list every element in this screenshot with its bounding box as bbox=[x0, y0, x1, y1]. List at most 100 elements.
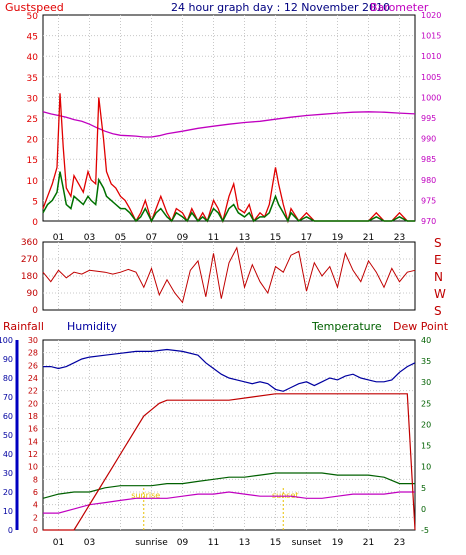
hour-tick-label: 09 bbox=[177, 233, 189, 243]
sun-marker-label: sunset bbox=[272, 491, 299, 500]
barometer-tick-label: 970 bbox=[421, 217, 436, 226]
rainfall-tick-label: 20 bbox=[28, 399, 38, 408]
barometer-axis-ticks: 970 975 980 985 990 995 1000 1005 1010 1015 1020 bbox=[421, 11, 441, 226]
rainfall-tick-label: 14 bbox=[28, 437, 38, 446]
hour-tick-label: 03 bbox=[84, 233, 95, 243]
hour-tick-label: 09 bbox=[177, 538, 189, 548]
gust-tick-label: 20 bbox=[27, 136, 39, 146]
gust-axis-ticks: 0 5 10 15 20 25 30 35 40 45 50 bbox=[27, 12, 39, 228]
humidity-axis-ticks: 0 10 20 30 40 50 60 70 80 90 100 bbox=[0, 336, 13, 535]
barometer-tick-label: 975 bbox=[421, 196, 436, 205]
wind-direction-line bbox=[42, 246, 416, 304]
barometer-tick-label: 1005 bbox=[421, 73, 441, 82]
compass-letter: E bbox=[434, 253, 442, 267]
direction-tick-label: 360 bbox=[21, 238, 38, 248]
compass-letter: N bbox=[434, 270, 443, 284]
humidity-tick-label: 0 bbox=[8, 526, 13, 535]
rainfall-tick-label: 6 bbox=[33, 488, 38, 497]
hour-tick-label: 21 bbox=[363, 538, 374, 548]
temperature-tick-label: 10 bbox=[421, 463, 431, 472]
panel-frame bbox=[42, 339, 416, 531]
humidity-tick-label: 30 bbox=[3, 469, 13, 478]
temperature-axis-ticks: -5 0 5 10 15 20 25 30 35 40 bbox=[421, 336, 431, 535]
gust-tick-label: 5 bbox=[32, 197, 38, 207]
gust-tick-label: 10 bbox=[27, 177, 39, 187]
humidity-tick-label: 100 bbox=[0, 336, 13, 345]
rainfall-tick-label: 22 bbox=[28, 387, 38, 396]
rainfall-line bbox=[43, 393, 416, 531]
gust-tick-label: 45 bbox=[27, 33, 38, 43]
rainfall-tick-label: 26 bbox=[28, 361, 38, 370]
rainfall-tick-label: 30 bbox=[28, 336, 38, 345]
rainfall-tick-label: 10 bbox=[28, 463, 38, 472]
hour-tick-label: 13 bbox=[239, 233, 250, 243]
humidity-tick-label: 10 bbox=[3, 507, 13, 516]
barometer-tick-label: 1010 bbox=[421, 52, 441, 61]
humidity-line bbox=[43, 348, 416, 392]
compass-letter: S bbox=[434, 304, 442, 318]
temperature-tick-label: 20 bbox=[421, 420, 431, 429]
temperature-tick-label: 25 bbox=[421, 399, 431, 408]
barometer-tick-label: 1015 bbox=[421, 32, 441, 41]
temperature-tick-label: 35 bbox=[421, 357, 431, 366]
humidity-axis-label: Humidity bbox=[67, 320, 117, 333]
rainfall-tick-label: 2 bbox=[33, 513, 38, 522]
panel-grid bbox=[43, 15, 415, 221]
hour-axis-ticks: 01 03 sunrise 09 11 13 15 sunset 19 21 23 bbox=[53, 538, 405, 548]
dewpoint-axis-label: Dew Point bbox=[393, 320, 449, 333]
rainfall-tick-label: 16 bbox=[28, 425, 38, 434]
barometer-tick-label: 985 bbox=[421, 155, 436, 164]
direction-axis-ticks: 360 270 180 90 0 bbox=[21, 238, 38, 316]
rainfall-tick-label: 18 bbox=[28, 412, 38, 421]
hour-tick-label: 05 bbox=[115, 233, 126, 243]
rainfall-tick-label: 4 bbox=[33, 501, 38, 510]
hour-axis-ticks: 01 03 05 07 09 11 13 15 17 19 21 23 bbox=[53, 233, 405, 243]
barometer-tick-label: 980 bbox=[421, 176, 436, 185]
barometer-axis-label: Barometer bbox=[370, 1, 429, 14]
panel-grid bbox=[43, 242, 415, 310]
dewpoint-line bbox=[43, 491, 415, 514]
rainfall-tick-label: 8 bbox=[33, 475, 38, 484]
humidity-tick-label: 50 bbox=[3, 431, 13, 440]
hour-tick-label: 01 bbox=[53, 538, 64, 548]
gust-axis-label: Gustspeed bbox=[5, 1, 64, 14]
gust-tick-label: 25 bbox=[27, 115, 38, 125]
hour-tick-label: 11 bbox=[208, 538, 219, 548]
temperature-tick-label: 5 bbox=[421, 484, 426, 493]
wind-average-line bbox=[42, 171, 415, 223]
direction-tick-label: 180 bbox=[21, 272, 38, 282]
hour-tick-label: 17 bbox=[301, 233, 312, 243]
compass-letter: S bbox=[434, 236, 442, 250]
hour-tick-label: 03 bbox=[84, 538, 95, 548]
compass-letter: W bbox=[434, 287, 446, 301]
hour-tick-label: sunrise bbox=[135, 538, 168, 548]
barometer-tick-label: 990 bbox=[421, 135, 436, 144]
hour-tick-label: 07 bbox=[146, 233, 157, 243]
barometer-tick-label: 1020 bbox=[421, 11, 441, 20]
barometer-tick-label: 995 bbox=[421, 114, 436, 123]
hour-tick-label: 15 bbox=[270, 538, 281, 548]
hour-tick-label: 21 bbox=[363, 233, 374, 243]
temperature-tick-label: 40 bbox=[421, 336, 431, 345]
sun-markers: sunrise sunset bbox=[131, 488, 299, 530]
humidity-tick-label: 70 bbox=[3, 393, 13, 402]
temperature-axis-label: Temperature bbox=[311, 320, 382, 333]
temperature-tick-label: 0 bbox=[421, 505, 426, 514]
direction-tick-label: 0 bbox=[32, 306, 38, 316]
hour-tick-label: 11 bbox=[208, 233, 219, 243]
humidity-tick-label: 20 bbox=[3, 488, 13, 497]
hour-tick-label: 23 bbox=[394, 233, 405, 243]
humidity-tick-label: 80 bbox=[3, 374, 13, 383]
gust-tick-label: 15 bbox=[27, 156, 38, 166]
chart-title: 24 hour graph day : 12 November 2010 bbox=[171, 1, 390, 14]
temperature-tick-label: -5 bbox=[421, 526, 429, 535]
direction-tick-label: 270 bbox=[21, 255, 38, 265]
barometer-tick-label: 1000 bbox=[421, 93, 441, 102]
temperature-tick-label: 15 bbox=[421, 442, 431, 451]
humidity-tick-label: 40 bbox=[3, 450, 13, 459]
